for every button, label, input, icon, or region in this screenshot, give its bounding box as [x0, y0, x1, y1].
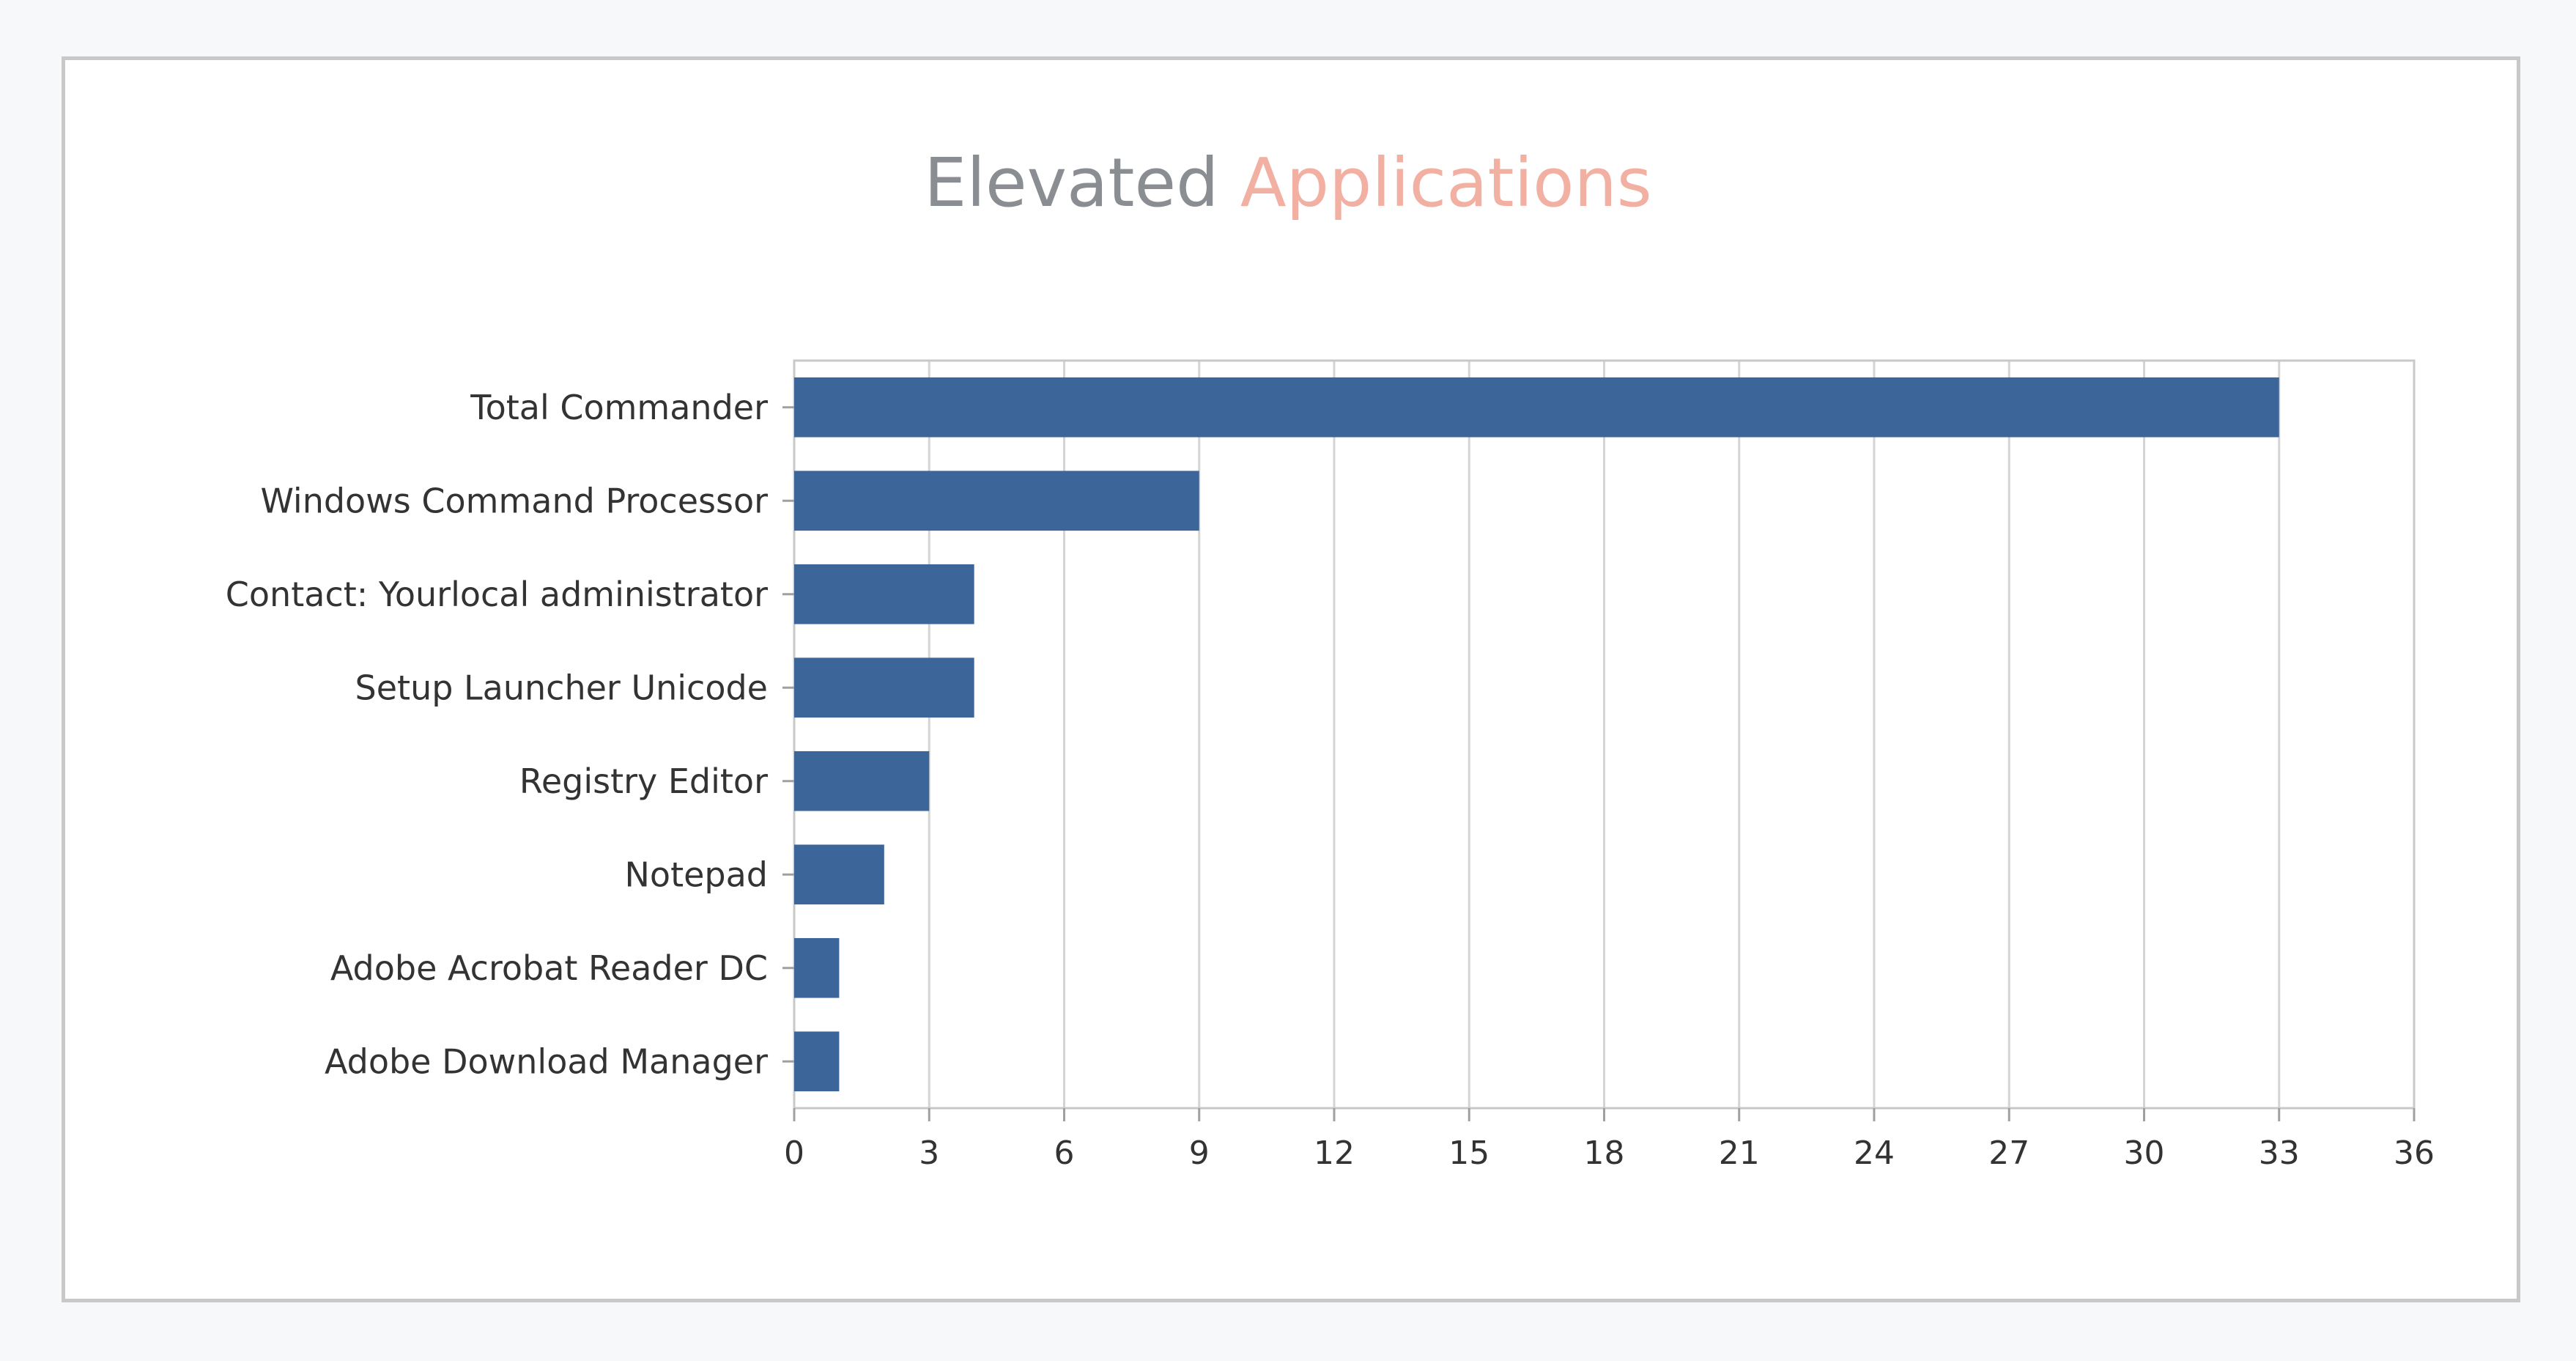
x-axis-ticks: 0 3 6 9 12 15 18 21 24 27 30 33 36 [784, 1108, 2435, 1172]
x-tick-label: 0 [784, 1135, 804, 1172]
x-tick-label: 21 [1719, 1135, 1760, 1172]
chart-panel [62, 56, 2520, 1302]
category-label: Adobe Acrobat Reader DC [330, 948, 768, 988]
bar [794, 564, 974, 624]
x-tick-label: 9 [1189, 1135, 1210, 1172]
x-tick-label: 33 [2259, 1135, 2300, 1172]
category-label: Notepad [625, 855, 768, 894]
x-tick-label: 27 [1988, 1135, 2029, 1172]
bar [794, 377, 2279, 438]
x-tick-label: 12 [1314, 1135, 1355, 1172]
bars [794, 377, 2279, 1092]
bar [794, 471, 1199, 531]
category-label: Adobe Download Manager [325, 1041, 768, 1081]
x-tick-label: 6 [1054, 1135, 1075, 1172]
category-label: Registry Editor [519, 761, 768, 801]
category-label: Setup Launcher Unicode [355, 668, 768, 707]
x-tick-label: 18 [1584, 1135, 1625, 1172]
category-label: Total Commander [470, 388, 768, 427]
chart-title-part-1: Elevated [924, 144, 1219, 222]
bar [794, 937, 840, 998]
bar [794, 657, 974, 718]
x-tick-label: 3 [919, 1135, 939, 1172]
category-labels: Total Commander Windows Command Processor… [226, 388, 794, 1081]
x-tick-label: 30 [2124, 1135, 2165, 1172]
x-tick-label: 36 [2394, 1135, 2435, 1172]
chart-title: Elevated Applications [0, 143, 2576, 224]
chart-title-part-2: Applications [1240, 144, 1652, 222]
category-label: Windows Command Processor [260, 481, 768, 520]
bar [794, 844, 884, 905]
x-tick-label: 15 [1448, 1135, 1489, 1172]
bar [794, 750, 930, 811]
category-label: Contact: Yourlocal administrator [226, 575, 768, 614]
x-tick-label: 24 [1854, 1135, 1895, 1172]
bar [794, 1031, 840, 1092]
